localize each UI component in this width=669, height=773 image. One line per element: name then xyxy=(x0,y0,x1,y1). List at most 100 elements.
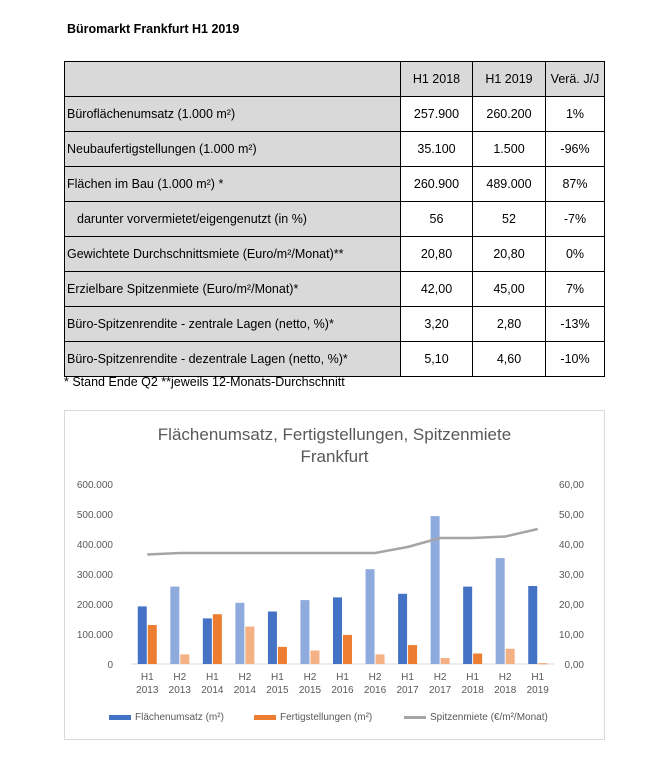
row-label: Büro-Spitzenrendite - zentrale Lagen (ne… xyxy=(64,306,401,342)
x-tick-label-year: 2016 xyxy=(331,685,354,696)
x-tick-label-year: 2013 xyxy=(169,685,192,696)
line-spitzenmiete xyxy=(147,527,539,556)
row-change: 1% xyxy=(545,96,605,132)
chart-legend: Flächenumsatz (m²) Fertigstellungen (m²)… xyxy=(64,712,605,728)
bar-flaechenumsatz xyxy=(235,602,245,664)
bar-line-chart: 0 100.000 200.000 300.000 400.000 500.000 600.… xyxy=(77,480,585,696)
legend-swatch xyxy=(404,716,426,719)
bar-fertigstellungen xyxy=(180,654,190,664)
x-tick-label-year: 2017 xyxy=(396,685,419,696)
table-row: Neubaufertigstellungen (1.000 m²) 35.100… xyxy=(64,131,605,167)
y-left-tick-label: 0 xyxy=(107,660,113,671)
header-cell-label xyxy=(64,61,401,97)
row-value-2018: 56 xyxy=(400,201,473,237)
row-label: Büroflächenumsatz (1.000 m²) xyxy=(64,96,401,132)
row-change: 7% xyxy=(545,271,605,307)
legend-label: Spitzenmiete (€/m²/Monat) xyxy=(430,712,548,723)
bar-fertigstellungen xyxy=(538,663,548,665)
y-left-tick-label: 200.000 xyxy=(77,600,114,611)
bar-flaechenumsatz xyxy=(528,586,538,664)
x-tick-label-year: 2016 xyxy=(364,685,387,696)
row-value-2019: 260.200 xyxy=(472,96,546,132)
y-right-tick-label: 50,00 xyxy=(559,510,584,521)
row-value-2019: 489.000 xyxy=(472,166,546,202)
x-tick-label-year: 2014 xyxy=(201,685,224,696)
x-tick-label-year: 2015 xyxy=(299,685,322,696)
x-tick-label-half: H1 xyxy=(401,672,414,683)
bar-fertigstellungen xyxy=(408,645,418,664)
bar-fertigstellungen xyxy=(343,634,352,664)
legend-label: Fertigstellungen (m²) xyxy=(280,712,373,723)
bar-fertigstellungen xyxy=(440,658,450,664)
chart-title-line-2: Frankfurt xyxy=(300,447,369,466)
x-tick-label-half: H2 xyxy=(238,672,251,683)
row-value-2018: 5,10 xyxy=(400,341,473,377)
bar-flaechenumsatz xyxy=(333,597,342,664)
chart-title-line-1: Flächenumsatz, Fertigstellungen, Spitzen… xyxy=(157,425,512,444)
table-row: Flächen im Bau (1.000 m²) * 260.900 489.… xyxy=(64,166,605,202)
table-row: Büro-Spitzenrendite - dezentrale Lagen (… xyxy=(64,341,605,377)
y-right-tick-label: 20,00 xyxy=(559,600,584,611)
document-title: Büromarkt Frankfurt H1 2019 xyxy=(67,22,240,36)
x-tick-label-half: H1 xyxy=(466,672,479,683)
header-cell-h1-2018: H1 2018 xyxy=(400,61,473,97)
row-value-2019: 52 xyxy=(472,201,546,237)
bar-flaechenumsatz xyxy=(137,606,147,664)
bar-fertigstellungen xyxy=(473,653,483,664)
table-row: Büroflächenumsatz (1.000 m²) 257.900 260… xyxy=(64,96,605,132)
row-value-2018: 20,80 xyxy=(400,236,473,272)
x-tick-label-half: H2 xyxy=(173,672,186,683)
row-value-2019: 20,80 xyxy=(472,236,546,272)
table-footnote: * Stand Ende Q2 **jeweils 12-Monats-Durc… xyxy=(64,375,345,389)
row-change: -10% xyxy=(545,341,605,377)
bar-flaechenumsatz xyxy=(202,618,212,664)
row-change: -13% xyxy=(545,306,605,342)
kpi-table: H1 2018 H1 2019 Verä. J/J Büroflächenums… xyxy=(64,61,605,377)
y-right-tick-label: 0,00 xyxy=(565,660,585,671)
y-left-tick-label: 600.000 xyxy=(77,480,114,491)
bar-flaechenumsatz xyxy=(267,611,277,664)
row-value-2019: 45,00 xyxy=(472,271,546,307)
table-row: darunter vorvermietet/eigengenutzt (in %… xyxy=(64,201,605,237)
x-tick-label-half: H2 xyxy=(304,672,317,683)
bar-flaechenumsatz xyxy=(463,586,473,664)
header-cell-change: Verä. J/J xyxy=(545,61,605,97)
header-cell-h1-2019: H1 2019 xyxy=(472,61,546,97)
table-row: Erzielbare Spitzenmiete (Euro/m²/Monat)*… xyxy=(64,271,605,307)
x-tick-label-half: H2 xyxy=(499,672,512,683)
x-tick-label-half: H1 xyxy=(336,672,349,683)
row-label: Erzielbare Spitzenmiete (Euro/m²/Monat)* xyxy=(64,271,401,307)
x-tick-label-year: 2015 xyxy=(266,685,289,696)
x-tick-label-year: 2018 xyxy=(462,685,485,696)
row-label: Gewichtete Durchschnittsmiete (Euro/m²/M… xyxy=(64,236,401,272)
chart-frame xyxy=(64,410,605,740)
bar-fertigstellungen xyxy=(147,625,157,664)
x-tick-label-half: H2 xyxy=(434,672,447,683)
bar-fertigstellungen xyxy=(505,648,515,664)
legend-item-flaechenumsatz: Flächenumsatz (m²) xyxy=(109,712,224,723)
x-tick-label-year: 2018 xyxy=(494,685,517,696)
x-tick-label-half: H1 xyxy=(206,672,219,683)
row-label: darunter vorvermietet/eigengenutzt (in %… xyxy=(64,201,401,237)
row-value-2019: 4,60 xyxy=(472,341,546,377)
row-label: Neubaufertigstellungen (1.000 m²) xyxy=(64,131,401,167)
legend-swatch xyxy=(254,715,276,720)
legend-label: Flächenumsatz (m²) xyxy=(135,712,224,723)
row-change: 87% xyxy=(545,166,605,202)
y-right-tick-label: 40,00 xyxy=(559,540,584,551)
row-change: 0% xyxy=(545,236,605,272)
bar-fertigstellungen xyxy=(310,650,320,664)
legend-swatch xyxy=(109,715,131,720)
table-row: Gewichtete Durchschnittsmiete (Euro/m²/M… xyxy=(64,236,605,272)
legend-item-fertigstellungen: Fertigstellungen (m²) xyxy=(254,712,372,723)
x-tick-label-half: H1 xyxy=(531,672,544,683)
bar-fertigstellungen xyxy=(245,626,255,664)
y-left-tick-label: 100.000 xyxy=(77,630,114,641)
x-tick-label-year: 2013 xyxy=(136,685,159,696)
bar-fertigstellungen xyxy=(277,646,287,664)
row-value-2018: 35.100 xyxy=(400,131,473,167)
x-tick-label-year: 2014 xyxy=(234,685,257,696)
bar-flaechenumsatz xyxy=(300,600,310,664)
row-value-2018: 257.900 xyxy=(400,96,473,132)
row-value-2019: 1.500 xyxy=(472,131,546,167)
